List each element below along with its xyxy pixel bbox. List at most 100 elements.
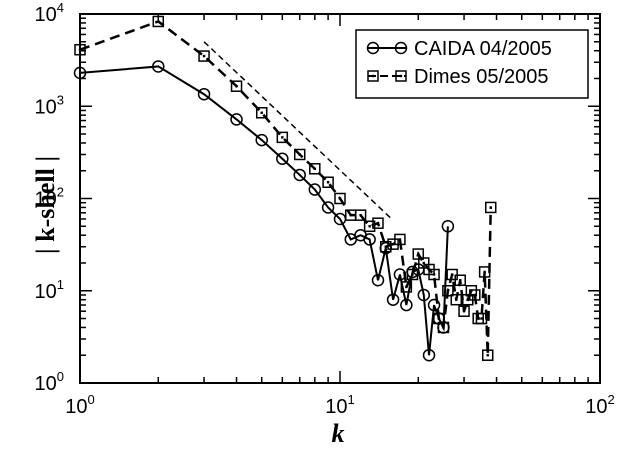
reference-slope-line: [203, 41, 394, 221]
x-tick-label: 100: [65, 392, 94, 418]
series-line: [79, 20, 492, 356]
square-marker: [152, 15, 165, 28]
square-marker: [394, 233, 406, 246]
square-marker-dot: [313, 167, 317, 170]
reference-line: [203, 41, 394, 221]
square-marker: [442, 285, 454, 297]
square-marker: [469, 289, 481, 301]
square-marker: [367, 70, 379, 82]
circle-marker: [308, 183, 322, 196]
square-marker-dot: [480, 317, 483, 320]
square-marker: [334, 192, 346, 205]
circle-marker: [417, 288, 431, 302]
square-marker-dot: [405, 285, 408, 289]
circle-marker: [422, 348, 436, 362]
square-marker-dot: [466, 298, 469, 301]
legend: CAIDA 04/2005 Dimes 05/2005: [355, 29, 589, 99]
circle-marker: [441, 220, 455, 233]
circle-marker: [371, 273, 385, 287]
square-marker-dot: [432, 273, 436, 276]
square-marker-dot: [399, 74, 403, 78]
square-marker: [363, 220, 376, 233]
circle-marker: [363, 233, 376, 246]
circle-marker: [394, 41, 408, 55]
square-marker-dot: [359, 213, 362, 217]
square-marker: [198, 50, 210, 62]
square-marker-dot: [450, 273, 454, 276]
x-tick-label: 102: [585, 392, 614, 418]
square-marker: [276, 131, 289, 144]
x-tick-label: 101: [325, 392, 354, 418]
square-marker: [354, 209, 367, 221]
square-marker-dot: [260, 111, 263, 114]
square-marker-dot: [411, 273, 414, 276]
square-marker-dot: [202, 54, 206, 58]
square-marker-dot: [442, 326, 445, 329]
circle-marker: [255, 133, 268, 147]
square-marker-dot: [157, 20, 160, 23]
square-marker-dot: [486, 354, 489, 357]
circle-marker: [276, 152, 289, 165]
axes: 100 101 102 100 101 102 103 104: [35, 0, 615, 418]
square-marker-dot: [398, 238, 402, 241]
y-tick-label: 104: [35, 0, 64, 26]
square-marker-dot: [489, 206, 492, 209]
y-axis-title: | k-shell |: [31, 156, 60, 254]
square-marker-dot: [376, 221, 380, 225]
series-caida: [73, 60, 455, 362]
square-marker-dot: [326, 181, 330, 184]
square-marker: [465, 285, 478, 297]
circle-marker: [366, 41, 380, 55]
square-marker-dot: [281, 136, 284, 139]
square-marker-dot: [473, 293, 477, 297]
circle-marker: [152, 60, 165, 73]
square-marker: [437, 321, 450, 334]
legend-box: [355, 29, 589, 99]
circle-marker: [427, 298, 441, 312]
square-marker-dot: [470, 289, 473, 292]
square-marker-dot: [298, 153, 301, 156]
square-marker-dot: [368, 225, 371, 228]
square-marker: [484, 201, 497, 214]
circle-marker: [293, 168, 306, 182]
square-marker: [372, 217, 384, 229]
y-tick-label: 101: [35, 277, 64, 303]
square-marker-dot: [446, 289, 450, 292]
circle-marker: [400, 298, 413, 312]
square-marker: [478, 266, 491, 278]
square-marker: [428, 268, 440, 281]
circle-marker: [230, 113, 243, 126]
y-tick-label: 102: [35, 185, 64, 211]
y-tick-label: 103: [35, 92, 64, 118]
series-group: [73, 15, 497, 362]
legend-label: CAIDA 04/2005: [414, 38, 552, 60]
square-marker-dot: [78, 48, 82, 51]
square-marker: [74, 43, 86, 56]
square-marker: [380, 240, 392, 253]
square-marker: [475, 312, 488, 325]
circle-marker: [321, 201, 335, 214]
square-marker-dot: [235, 84, 238, 88]
square-marker-dot: [384, 245, 387, 248]
square-marker-dot: [422, 261, 425, 265]
x-axis-title: k: [332, 419, 345, 448]
square-marker: [322, 176, 334, 189]
square-marker-dot: [349, 213, 352, 217]
square-marker: [293, 148, 306, 161]
y-tick-label: 100: [35, 369, 64, 395]
square-marker-dot: [338, 197, 342, 200]
square-marker-dot: [455, 298, 458, 301]
circle-marker: [386, 293, 400, 306]
square-marker: [458, 305, 470, 317]
square-marker: [395, 70, 407, 82]
square-marker: [450, 293, 463, 306]
circle-marker: [197, 87, 211, 101]
square-marker-dot: [371, 74, 375, 78]
square-marker: [481, 349, 494, 361]
square-marker-dot: [476, 317, 480, 320]
circle-marker: [73, 66, 87, 80]
square-marker: [230, 80, 243, 92]
square-marker: [255, 107, 268, 119]
series-dimes: [74, 15, 497, 361]
